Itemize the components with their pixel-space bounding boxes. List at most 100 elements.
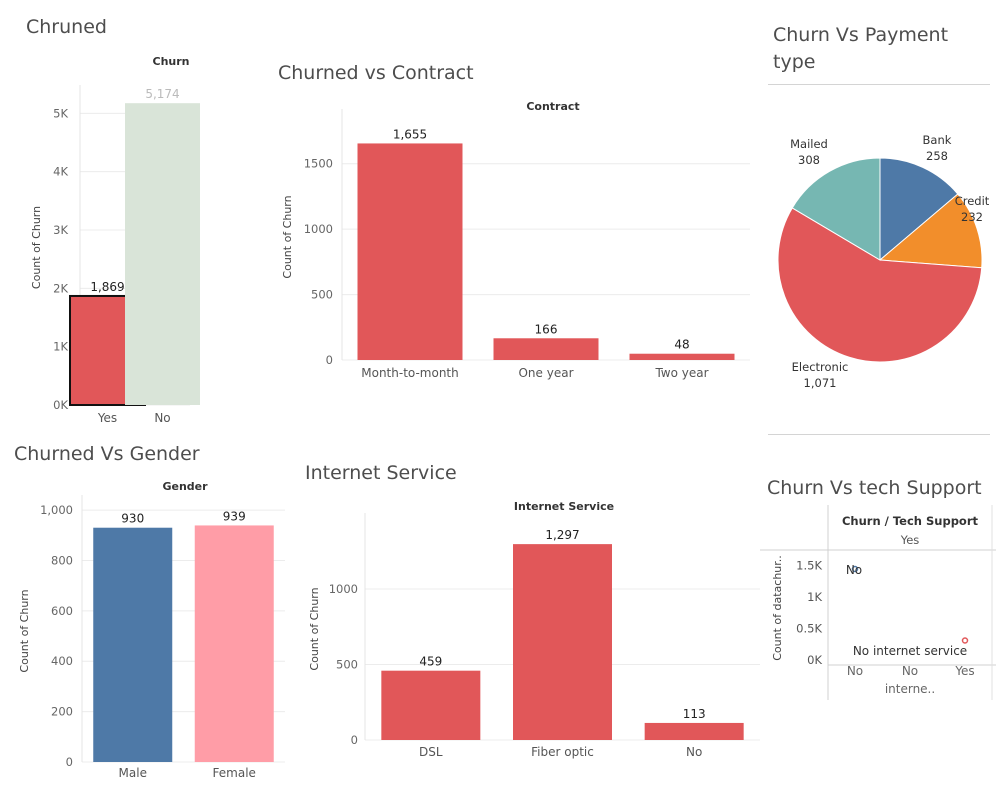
internet-ytick-label: 500 [336, 657, 358, 671]
gender-bar [194, 525, 274, 762]
payment-pie-chart: Bank 258 Credit 232 Electronic 1,071 Mailed 308 [768, 120, 1000, 400]
churn-ytick-label: 5K [53, 106, 68, 120]
gender-data-label: 930 [121, 512, 144, 526]
contract-ytick-label: 1500 [304, 157, 333, 171]
gender-category-label: Male [119, 766, 147, 780]
payment-top-divider [768, 84, 990, 85]
pie-value-credit: 232 [961, 210, 983, 224]
pie-slice-bank [879, 157, 959, 262]
internet-data-label: 113 [683, 707, 706, 721]
tech-y-axis-title: Count of datachur.. [771, 555, 784, 661]
churn-category-label: Yes [97, 411, 117, 425]
tech-x-category-label: No [902, 664, 918, 678]
gender-ytick-label: 1,000 [40, 503, 73, 517]
internet-bar [644, 722, 744, 740]
pie-value-mailed: 308 [798, 153, 820, 167]
gender-ytick-label: 800 [51, 553, 73, 567]
tech-title: Churn Vs tech Support [767, 477, 982, 499]
tech-x-category-label-cont: interne.. [885, 682, 935, 696]
internet-title: Internet Service [305, 462, 457, 484]
gender-chart-svg: Gender 0 200 400 600 800 1,000 Count of Churn 93… [18, 480, 285, 780]
churn-chart-title: Churn [153, 55, 190, 68]
contract-bar [357, 143, 463, 360]
gender-ytick-label: 200 [51, 705, 73, 719]
gender-ytick-label: 600 [51, 604, 73, 618]
pie-label-electronic: Electronic [792, 360, 849, 374]
pie-label-mailed: Mailed [790, 137, 828, 151]
internet-category-label: No [686, 745, 702, 759]
tech-ytick-label: 1K [807, 590, 822, 604]
payment-bottom-divider [768, 434, 990, 435]
payment-title: Churn Vs Payment type [773, 24, 949, 73]
contract-bar [493, 338, 599, 360]
pie-value-bank: 258 [926, 149, 948, 163]
churn-bar-chart: Churn 0K 1K 2K 3K 4K 5K Count of Churn 1,869 Yes 5… [0, 45, 270, 430]
payment-chart-svg: Bank 258 Credit 232 Electronic 1,071 Mailed 308 [777, 133, 990, 390]
churn-chart-svg: Churn 0K 1K 2K 3K 4K 5K Count of Churn 1,869 Yes 5… [30, 55, 200, 425]
churn-ytick-label: 4K [53, 165, 68, 179]
pie-slice-mailed [791, 157, 881, 261]
tech-header: Churn / Tech Support [842, 514, 979, 528]
gender-title: Churned Vs Gender [14, 443, 200, 465]
internet-category-label: DSL [419, 745, 443, 759]
churn-bar [125, 103, 200, 405]
contract-ytick-label: 1000 [304, 222, 333, 236]
contract-category-label: Two year [654, 366, 708, 380]
tech-ytick-label: 0.5K [796, 622, 822, 636]
tech-column-header: Yes [900, 533, 920, 547]
gender-ytick-label: 400 [51, 654, 73, 668]
contract-data-label: 1,655 [393, 127, 427, 141]
internet-data-label: 459 [419, 655, 442, 669]
internet-data-label: 1,297 [545, 528, 579, 542]
churn-data-label: 1,869 [90, 280, 124, 294]
contract-chart-svg: Contract 0 500 1000 1500 Count of Churn 1,655 M… [281, 100, 750, 380]
contract-bar [629, 353, 735, 360]
churn-ytick-label: 1K [53, 340, 68, 354]
internet-ytick-label: 0 [351, 733, 358, 747]
churn-category-label: No [154, 411, 170, 425]
contract-ytick-label: 500 [311, 288, 333, 302]
churn-ytick-label: 0K [53, 398, 68, 412]
churn-data-label: 5,174 [145, 87, 179, 101]
tech-ytick-label: 1.5K [796, 559, 822, 573]
gender-y-axis-title: Count of Churn [18, 589, 31, 672]
tech-x-category-label: Yes [954, 664, 974, 678]
tech-ytick-label: 0K [807, 653, 822, 667]
internet-bar-chart: Internet Service 0 500 1000 Count of Churn 45… [300, 492, 760, 772]
contract-y-axis-title: Count of Churn [281, 195, 294, 278]
churn-ytick-label: 3K [53, 223, 68, 237]
contract-data-label: 166 [535, 322, 558, 336]
internet-bar [513, 544, 612, 740]
internet-ytick-label: 1000 [329, 582, 358, 596]
gender-category-label: Female [213, 766, 256, 780]
pie-slice-electronic [777, 207, 983, 363]
internet-bar [381, 670, 481, 740]
contract-ytick-label: 0 [326, 353, 333, 367]
tech-chart-svg: Churn / Tech Support Yes 0K 0.5K 1K 1.5K Count… [760, 505, 996, 700]
contract-category-label: One year [518, 366, 573, 380]
contract-data-label: 48 [674, 338, 689, 352]
pie-label-bank: Bank [923, 133, 952, 147]
contract-bar-chart: Contract 0 500 1000 1500 Count of Churn 1,655 M… [275, 92, 755, 387]
tech-point [851, 565, 859, 573]
tech-scatter-chart: Churn / Tech Support Yes 0K 0.5K 1K 1.5K Count… [760, 505, 996, 705]
pie-label-credit: Credit [955, 194, 990, 208]
contract-title: Churned vs Contract [278, 62, 474, 84]
tech-point-label: No [846, 563, 862, 577]
gender-data-label: 939 [223, 509, 246, 523]
internet-chart-svg: Internet Service 0 500 1000 Count of Churn 45… [308, 500, 760, 759]
contract-category-label: Month-to-month [361, 366, 459, 380]
gender-bar [93, 527, 173, 762]
churned-title: Chruned [26, 16, 107, 38]
tech-point-label: No internet service [853, 644, 967, 658]
internet-chart-title: Internet Service [514, 500, 614, 513]
tech-x-category-label: No [847, 664, 863, 678]
internet-category-label: Fiber optic [531, 745, 594, 759]
gender-chart-title: Gender [162, 480, 208, 493]
gender-bar-chart: Gender 0 200 400 600 800 1,000 Count of Churn 93… [0, 472, 295, 790]
tech-point [961, 637, 969, 644]
internet-y-axis-title: Count of Churn [308, 587, 321, 670]
pie-slice-credit [878, 193, 983, 269]
churn-y-axis-title: Count of Churn [30, 206, 43, 289]
gender-ytick-label: 0 [66, 755, 73, 769]
